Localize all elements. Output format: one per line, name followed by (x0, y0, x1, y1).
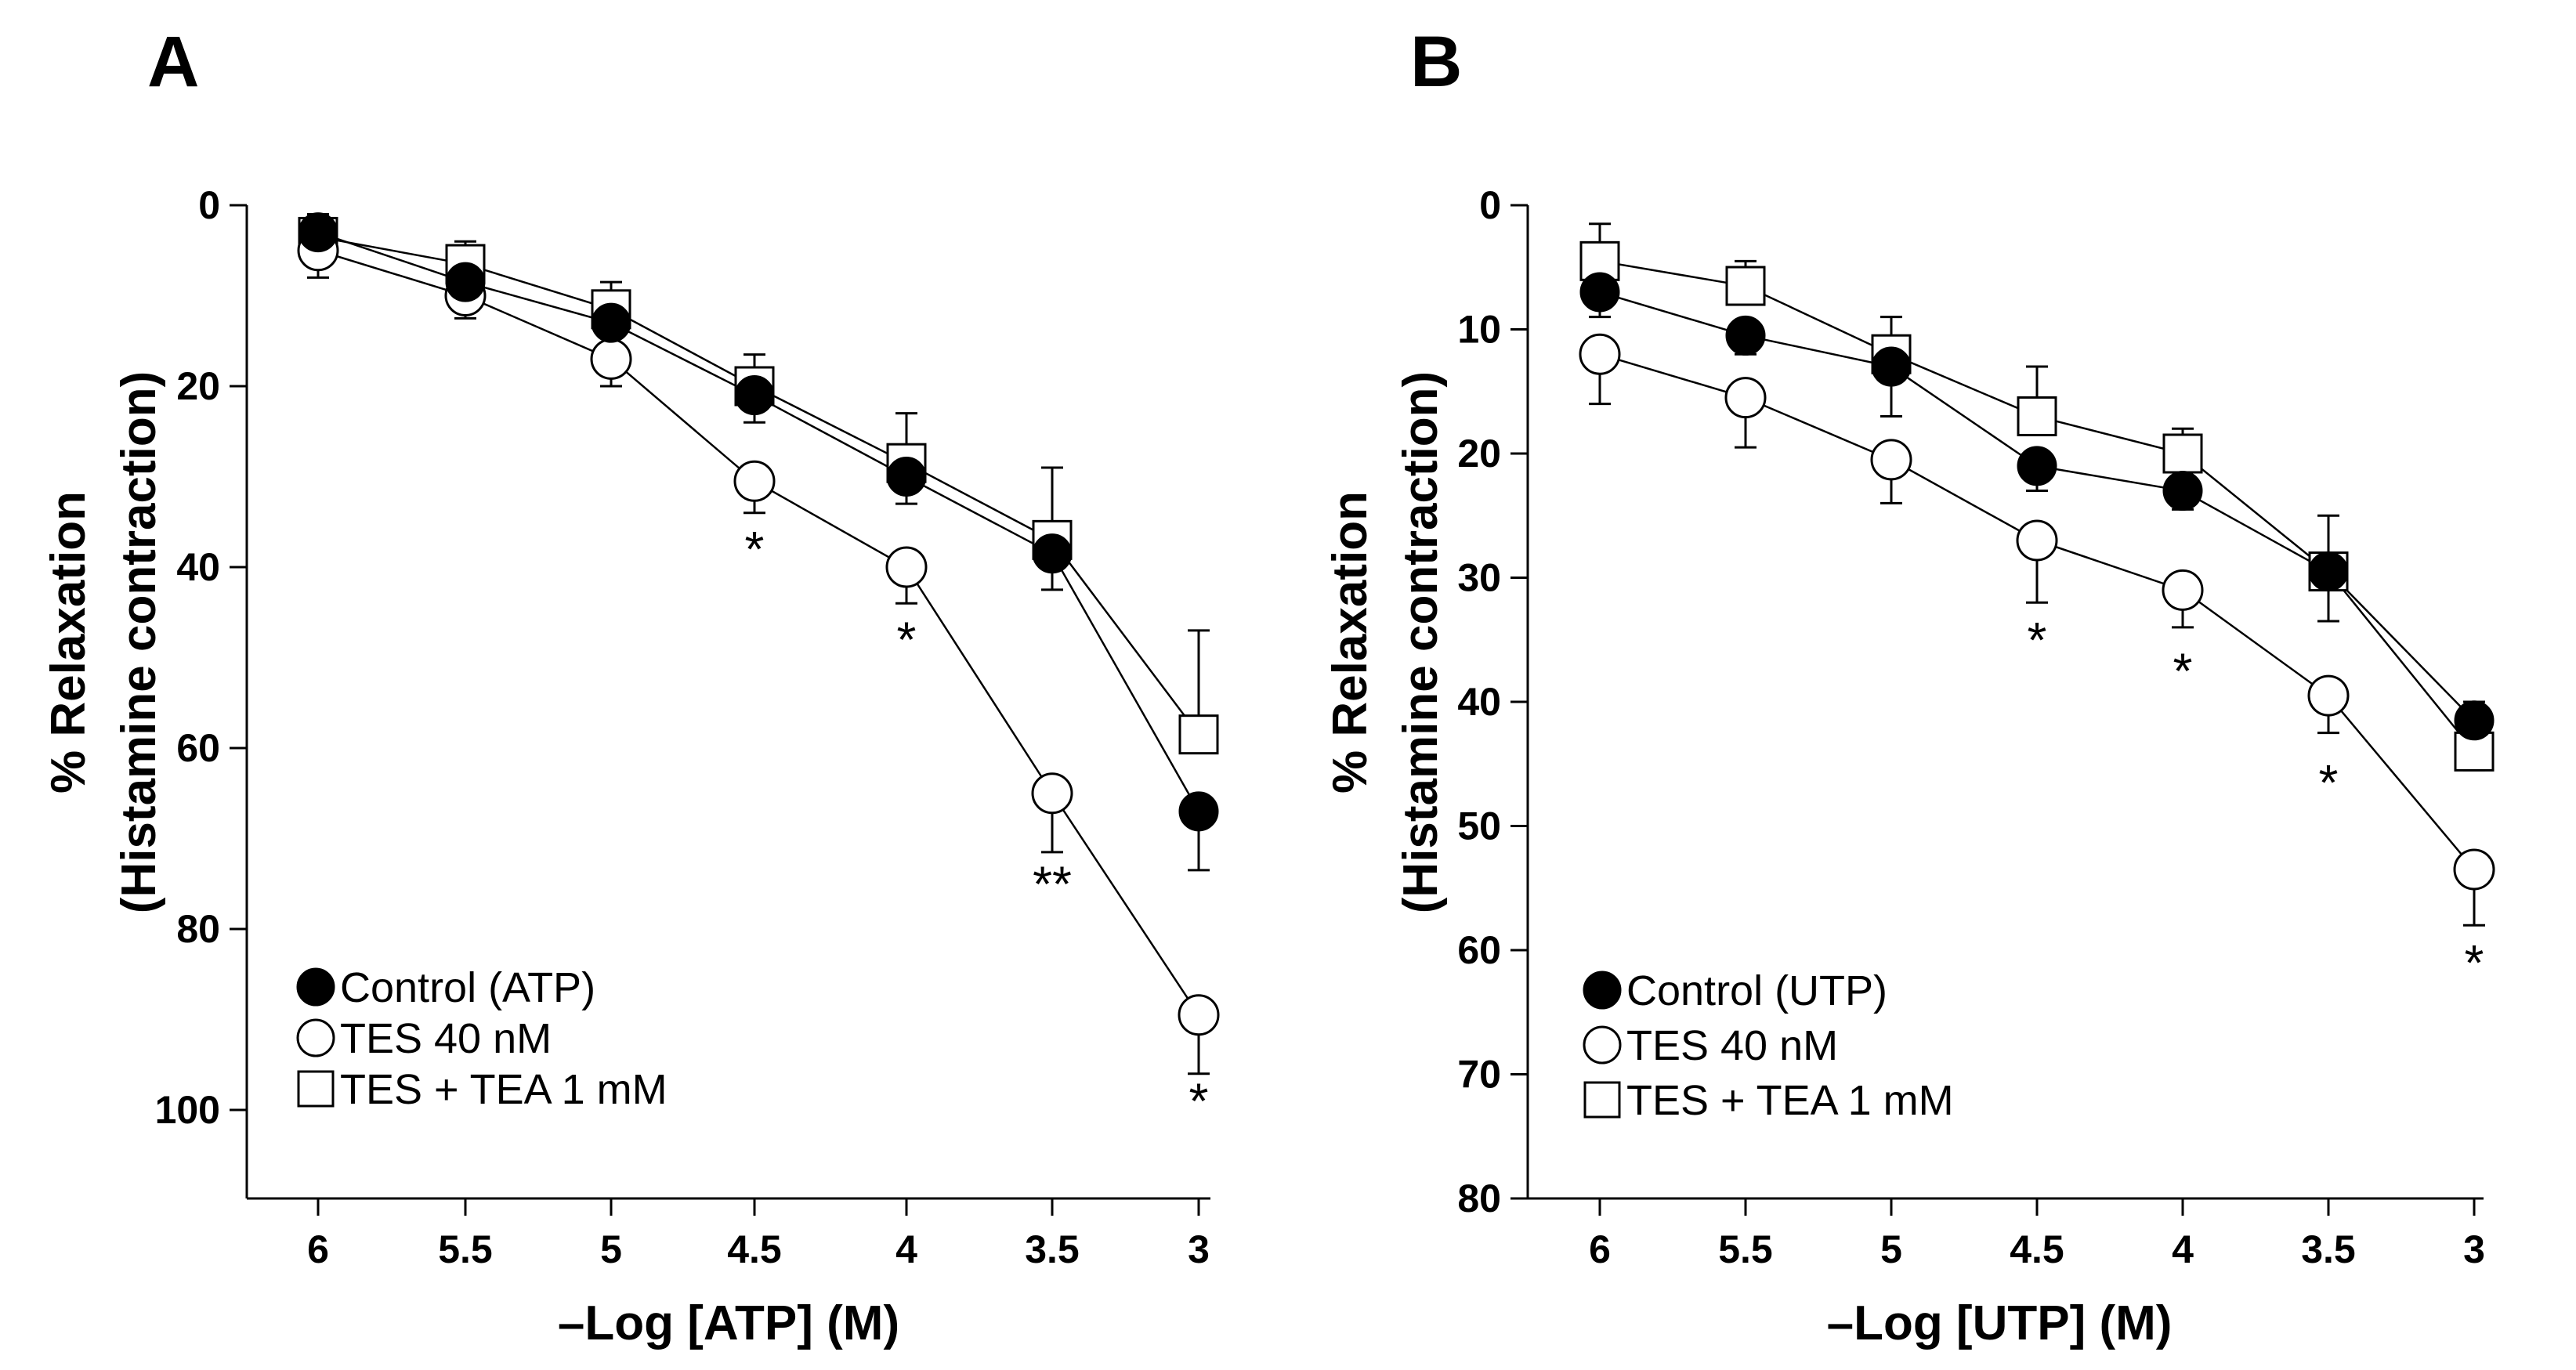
point-open-circle-b (1724, 377, 1767, 419)
x-tick-label-b: 6 (1589, 1227, 1611, 1271)
y-axis-title-line1-b: % Relaxation (1323, 491, 1377, 793)
x-tick-label-a: 5 (600, 1227, 622, 1271)
panel-a: A 0 20 40 60 80 100 6 5.5 5 4.5 4 3.5 3 –Log [ATP] (M)… (42, 22, 1220, 1350)
point-open-circle-a (885, 546, 928, 588)
point-filled-circle-b (2162, 471, 2203, 511)
point-filled-circle-b (2017, 446, 2057, 486)
legend-label-b: TES 40 nM (1626, 1022, 1838, 1069)
point-open-square-b (2162, 433, 2203, 474)
x-tick-label-a: 5.5 (438, 1227, 493, 1271)
point-filled-circle-b (1871, 346, 1912, 387)
y-tick-label-a: 20 (176, 364, 220, 408)
y-tick-label-a: 40 (176, 545, 220, 589)
significance-annotation-a: * (897, 611, 917, 667)
point-open-circle-b (1870, 439, 1912, 481)
x-axis-title-b: –Log [UTP] (M) (1827, 1296, 2173, 1350)
y-tick-label-a: 100 (155, 1088, 220, 1132)
point-filled-circle-b (1579, 272, 1620, 313)
point-open-circle-b (2016, 519, 2058, 562)
point-filled-circle-b (1725, 315, 1766, 356)
point-open-circle-a (590, 338, 632, 380)
legend-label-a: TES 40 nM (340, 1015, 552, 1062)
legend-marker-open-square-b (1583, 1081, 1621, 1119)
y-tick-label-a: 0 (198, 183, 220, 227)
point-open-circle-b (2453, 848, 2495, 891)
y-tick-label-a: 60 (176, 726, 220, 770)
significance-annotation-a: ** (1033, 855, 1072, 912)
y-tick-label-b: 20 (1457, 432, 1501, 475)
y-tick-label-b: 80 (1457, 1177, 1501, 1220)
x-axis-title-a: –Log [ATP] (M) (558, 1296, 899, 1350)
y-axis-title-line1-a: % Relaxation (42, 491, 96, 793)
point-open-square-b (1725, 266, 1766, 306)
x-tick-label-b: 5 (1880, 1227, 1902, 1271)
point-filled-circle-b (2308, 551, 2349, 592)
significance-annotation-a: * (745, 521, 765, 577)
legend-marker-open-circle-a (296, 1018, 335, 1057)
x-tick-label-a: 3 (1188, 1227, 1210, 1271)
legend-marker-filled-circle-a (296, 967, 335, 1007)
point-open-circle-b (2307, 674, 2350, 717)
y-tick-label-b: 60 (1457, 928, 1501, 972)
point-open-square-b (2017, 396, 2057, 436)
legend-label-b: Control (UTP) (1626, 967, 1887, 1014)
point-open-circle-a (733, 460, 776, 502)
point-filled-circle-a (886, 457, 927, 497)
legend-marker-filled-circle-b (1583, 971, 1622, 1010)
y-axis-title-line2-a: (Histamine contraction) (112, 371, 166, 913)
x-tick-label-a: 4 (895, 1227, 917, 1271)
y-tick-label-b: 0 (1479, 183, 1501, 227)
significance-annotation-b: * (2319, 754, 2339, 811)
x-tick-label-b: 3 (2463, 1227, 2485, 1271)
y-tick-label-b: 30 (1457, 556, 1501, 600)
significance-annotation-b: * (2028, 612, 2047, 668)
legend-label-a: TES + TEA 1 mM (340, 1066, 668, 1113)
panel-b: B 0 10 20 30 40 50 60 70 80 6 5.5 5 4.5 4 3.5 3 –Log [UTP… (1323, 22, 2495, 1350)
panel-label-a: A (147, 22, 199, 102)
y-tick-label-b: 10 (1457, 308, 1501, 352)
point-open-circle-b (1579, 333, 1621, 375)
point-open-circle-a (1178, 994, 1220, 1036)
y-axis-title-line2-b: (Histamine contraction) (1394, 371, 1448, 913)
legend-label-b: TES + TEA 1 mM (1626, 1077, 1954, 1124)
point-filled-circle-a (734, 375, 775, 416)
point-filled-circle-a (591, 302, 631, 343)
point-filled-circle-b (2454, 700, 2495, 741)
y-tick-label-b: 70 (1457, 1053, 1501, 1097)
point-open-circle-a (1031, 772, 1073, 815)
point-filled-circle-a (298, 212, 338, 253)
x-tick-label-b: 5.5 (1718, 1227, 1773, 1271)
significance-annotation-a: * (1189, 1072, 1209, 1129)
point-filled-circle-a (445, 262, 486, 302)
x-tick-label-a: 3.5 (1025, 1227, 1080, 1271)
x-tick-label-a: 6 (307, 1227, 329, 1271)
significance-annotation-b: * (2173, 642, 2193, 699)
x-tick-label-a: 4.5 (727, 1227, 782, 1271)
legend-marker-open-square-a (297, 1070, 335, 1108)
significance-annotation-b: * (2465, 934, 2484, 991)
x-tick-label-b: 4.5 (2010, 1227, 2064, 1271)
y-tick-label-b: 40 (1457, 680, 1501, 724)
y-tick-label-a: 80 (176, 907, 220, 951)
y-tick-label-b: 50 (1457, 804, 1501, 848)
point-filled-circle-a (1178, 791, 1219, 832)
x-tick-label-b: 3.5 (2301, 1227, 2356, 1271)
legend-marker-open-circle-b (1583, 1025, 1622, 1065)
point-filled-circle-a (1032, 533, 1073, 574)
panel-label-b: B (1410, 22, 1462, 102)
x-tick-label-b: 4 (2172, 1227, 2194, 1271)
point-open-square-a (1178, 714, 1219, 755)
point-open-circle-b (2162, 569, 2204, 611)
legend-label-a: Control (ATP) (340, 964, 595, 1011)
